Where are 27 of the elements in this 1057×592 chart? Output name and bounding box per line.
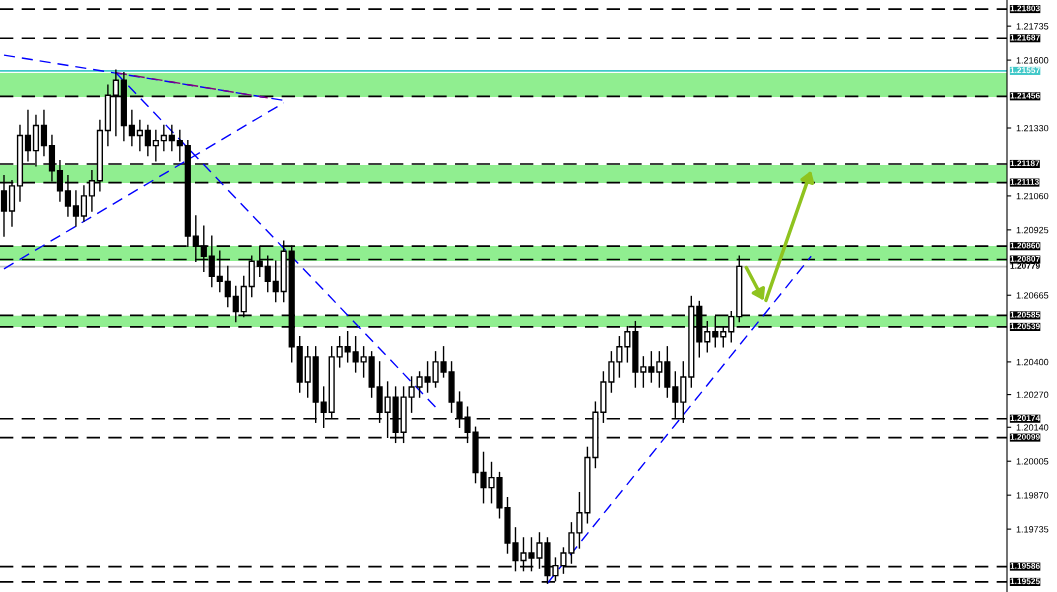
ref-line-label: 1.21456: [1010, 92, 1040, 99]
y-tick-label: 1.20925: [1016, 226, 1049, 234]
ref-line-label: 1.20539: [1010, 323, 1040, 330]
ref-line-label: 1.21803: [1010, 5, 1040, 12]
y-tick-label: 1.20140: [1016, 424, 1049, 431]
ref-line-label: 1.20099: [1010, 433, 1040, 440]
ref-line-label: 1.20779: [1010, 262, 1040, 269]
ref-line-label: 1.21113: [1010, 178, 1039, 185]
y-tick-label: 1.20400: [1016, 358, 1049, 366]
ref-line-label: 1.21687: [1010, 34, 1040, 41]
ref-line-label: 1.19586: [1010, 562, 1040, 569]
y-tick-label: 1.21735: [1016, 23, 1049, 30]
ref-line-label: 1.20860: [1010, 242, 1040, 249]
ref-line-label: 1.21557: [1010, 67, 1040, 74]
y-tick-label: 1.20270: [1016, 391, 1049, 398]
ref-line-label: 1.20807: [1010, 255, 1040, 262]
y-tick-label: 1.19870: [1016, 492, 1049, 499]
y-tick-label: 1.20005: [1016, 458, 1049, 465]
y-tick-label: 1.21600: [1016, 57, 1049, 64]
y-tick-label: 1.21330: [1016, 124, 1049, 132]
ref-line-label: 1.21187: [1010, 160, 1040, 167]
ref-line-label: 1.20174: [1010, 415, 1041, 421]
ref-line-label: 1.19525: [1010, 578, 1040, 585]
y-tick-label: 1.20665: [1016, 292, 1049, 299]
ref-line-label: 1.20585: [1010, 311, 1040, 318]
y-tick-label: 1.19735: [1016, 526, 1049, 533]
y-tick-label: 1.21060: [1016, 192, 1049, 200]
